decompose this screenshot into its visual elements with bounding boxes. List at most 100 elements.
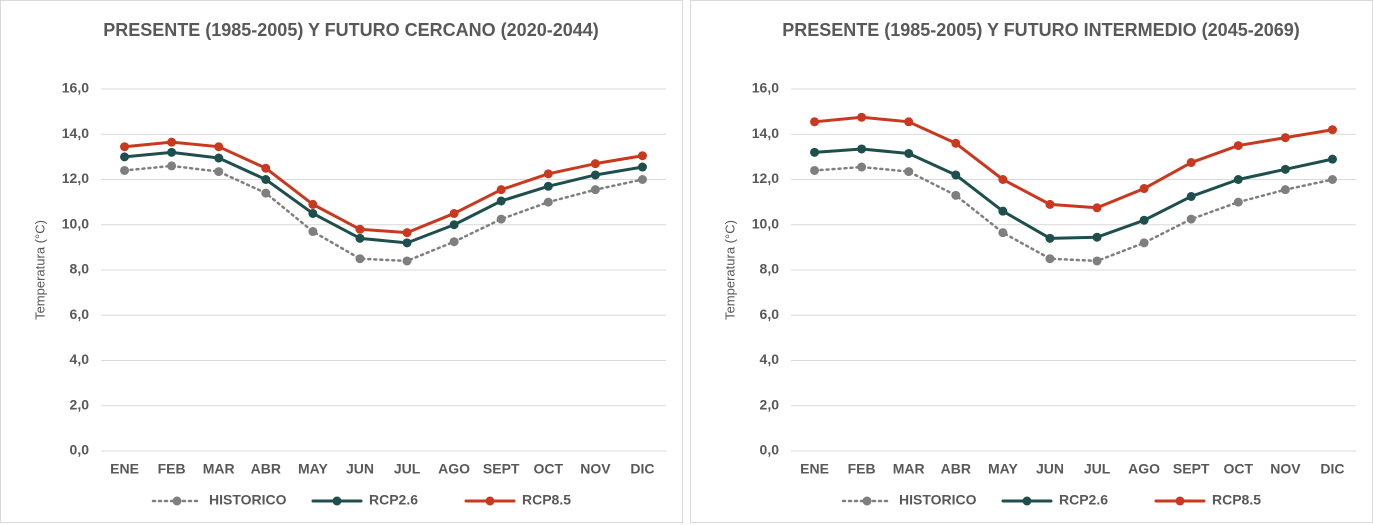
legend-label: HISTORICO [209, 492, 287, 508]
legend-marker [1022, 496, 1032, 506]
y-tick-label: 12,0 [62, 170, 89, 186]
chart: 0,0 2,0 4,0 6,0 8,0 10,0 12,0 14,0 16,0 Temperatu… [32, 80, 666, 508]
data-point [1280, 133, 1290, 143]
data-point [857, 144, 867, 154]
data-point [1139, 184, 1149, 194]
data-point [355, 233, 365, 243]
x-tick-label: NOV [1270, 461, 1301, 477]
x-tick-label: JUL [1084, 461, 1111, 477]
data-point [1139, 215, 1149, 225]
data-point [214, 153, 224, 163]
x-tick-label: DIC [1320, 461, 1344, 477]
data-point [1186, 214, 1196, 224]
x-tick-label: MAR [893, 461, 925, 477]
y-tick-label: 8,0 [760, 261, 780, 277]
x-tick-label: MAY [298, 461, 328, 477]
data-point [998, 175, 1008, 184]
x-tick-label: MAY [988, 461, 1018, 477]
series-line [813, 147, 1334, 240]
data-point [1233, 141, 1243, 151]
data-point [1045, 233, 1055, 243]
data-point [951, 138, 961, 148]
chart-title: PRESENTE (1985-2005) Y FUTURO CERCANO (2… [103, 20, 599, 40]
data-point [1092, 256, 1102, 266]
data-point [904, 117, 914, 127]
y-tick-label: 14,0 [62, 125, 89, 141]
data-point [355, 254, 365, 264]
data-point [261, 163, 271, 173]
data-point [402, 228, 412, 238]
data-point [261, 175, 271, 184]
series-line [813, 165, 1334, 263]
data-point [120, 142, 130, 152]
y-tick-label: 0,0 [70, 442, 90, 458]
data-point [1186, 158, 1196, 168]
data-point [1327, 175, 1337, 184]
data-point [496, 214, 506, 224]
data-point [214, 142, 224, 152]
chart-panel: PRESENTE (1985-2005) Y FUTURO INTERMEDIO… [690, 0, 1373, 523]
data-point [167, 147, 177, 157]
data-point [637, 162, 647, 172]
data-point [951, 190, 961, 200]
y-tick-label: 6,0 [70, 306, 90, 322]
x-tick-label: ENE [800, 461, 829, 477]
data-point [590, 170, 600, 180]
data-point [355, 224, 365, 234]
data-point [998, 206, 1008, 216]
data-point [449, 208, 459, 218]
data-point [308, 208, 318, 218]
data-point [543, 169, 553, 179]
legend-marker [332, 496, 342, 506]
data-point [857, 162, 867, 172]
data-point [449, 220, 459, 230]
data-point [1280, 185, 1290, 195]
data-point [904, 167, 914, 177]
x-tick-label: OCT [1224, 461, 1254, 477]
data-point [1045, 254, 1055, 264]
x-tick-label: ENE [110, 461, 139, 477]
y-tick-label: 10,0 [752, 215, 779, 231]
data-point [810, 165, 820, 175]
series-line [813, 115, 1334, 210]
data-point [810, 117, 820, 127]
x-tick-label: NOV [580, 461, 611, 477]
x-tick-label: AGO [438, 461, 470, 477]
y-tick-label: 10,0 [62, 215, 89, 231]
y-axis-label: Temperatura (°C) [32, 220, 47, 320]
chart-panel: PRESENTE (1985-2005) Y FUTURO CERCANO (2… [0, 0, 683, 523]
data-point [308, 199, 318, 209]
legend-marker [862, 496, 872, 506]
data-point [167, 137, 177, 147]
legend-marker [172, 496, 182, 506]
chart: 0,0 2,0 4,0 6,0 8,0 10,0 12,0 14,0 16,0 Temperatu… [722, 80, 1356, 508]
x-tick-label: ABR [941, 461, 971, 477]
x-tick-label: OCT [534, 461, 564, 477]
data-point [857, 112, 867, 122]
data-point [543, 197, 553, 207]
data-point [1327, 125, 1337, 135]
legend-label: RCP2.6 [369, 492, 418, 508]
y-tick-label: 16,0 [62, 80, 89, 96]
series-line [123, 164, 644, 263]
y-tick-label: 16,0 [752, 80, 779, 96]
data-point [214, 167, 224, 177]
y-axis-label: Temperatura (°C) [722, 220, 737, 320]
data-point [637, 151, 647, 161]
data-point [1092, 232, 1102, 242]
data-point [543, 181, 553, 191]
data-point [998, 228, 1008, 238]
data-point [1092, 203, 1102, 213]
data-point [167, 161, 177, 171]
x-tick-label: SEPT [483, 461, 520, 477]
legend-label: RCP8.5 [1212, 492, 1261, 508]
series-line [123, 140, 644, 235]
data-point [402, 238, 412, 248]
x-tick-label: JUN [1036, 461, 1064, 477]
y-tick-label: 4,0 [760, 351, 780, 367]
legend-marker [1175, 496, 1185, 506]
chart-title: PRESENTE (1985-2005) Y FUTURO INTERMEDIO… [782, 20, 1300, 40]
data-point [590, 185, 600, 195]
x-tick-label: SEPT [1173, 461, 1210, 477]
